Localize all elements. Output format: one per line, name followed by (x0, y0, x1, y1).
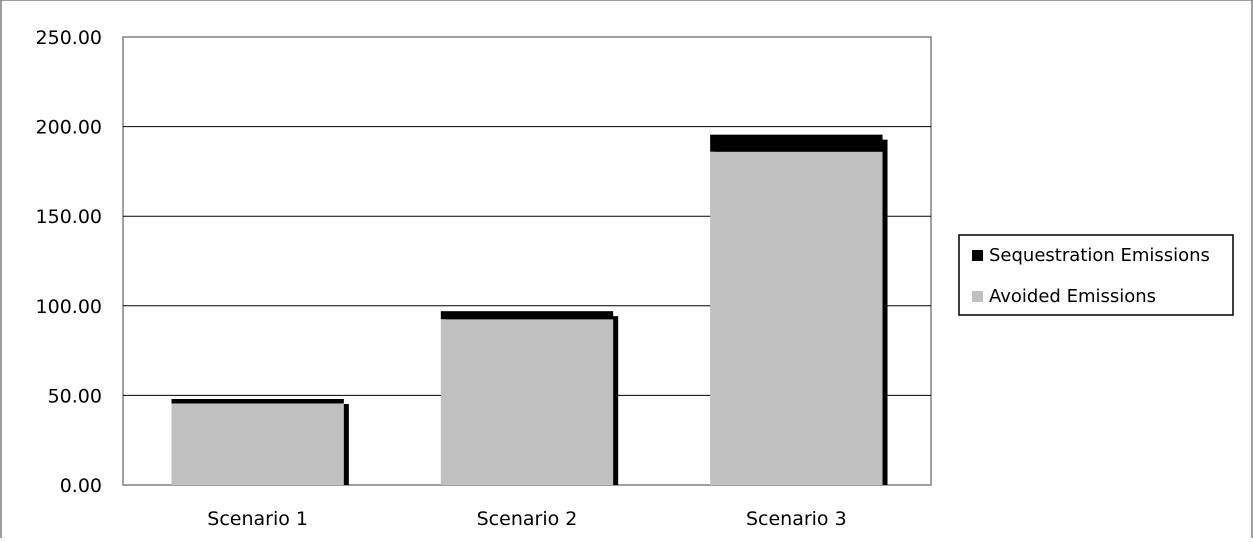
y-tick-label: 250.00 (36, 27, 102, 49)
bars (171, 134, 888, 486)
y-tick-label: 150.00 (36, 206, 102, 228)
bar-segment (440, 319, 614, 485)
bar-segment (171, 398, 344, 404)
x-tick-label: Scenario 3 (746, 508, 847, 530)
y-tick-label: 0.00 (60, 475, 102, 497)
y-tick-label: 50.00 (48, 385, 102, 407)
x-axis-tick-labels: Scenario 1 Scenario 2 Scenario 3 (207, 508, 846, 530)
bar-segment (171, 403, 344, 485)
legend-box (958, 234, 1234, 316)
legend-swatch (972, 250, 983, 261)
x-tick-label: Scenario 2 (477, 508, 578, 530)
y-axis-tick-labels: 0.00 50.00 100.00 150.00 200.00 250.00 (36, 27, 102, 497)
legend-label: Avoided Emissions (989, 286, 1156, 307)
bar-segment (710, 151, 883, 486)
x-tick-label: Scenario 1 (207, 508, 308, 530)
legend: Sequestration Emissions Avoided Emissions (958, 234, 1234, 316)
bar-segment (710, 134, 883, 152)
y-tick-label: 200.00 (36, 117, 102, 139)
bar-segment (440, 311, 614, 320)
legend-swatch (972, 291, 983, 302)
legend-label: Sequestration Emissions (989, 245, 1210, 266)
y-tick-label: 100.00 (36, 296, 102, 318)
